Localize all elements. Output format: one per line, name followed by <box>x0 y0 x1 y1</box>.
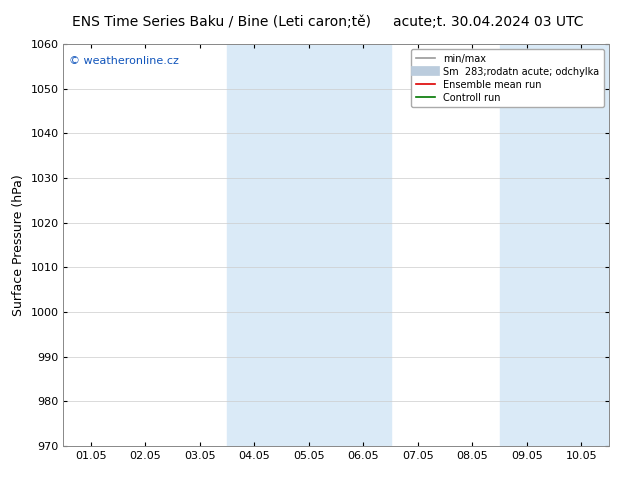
Text: ENS Time Series Baku / Bine (Leti caron;tě): ENS Time Series Baku / Bine (Leti caron;… <box>72 15 372 29</box>
Legend: min/max, Sm  283;rodatn acute; odchylka, Ensemble mean run, Controll run: min/max, Sm 283;rodatn acute; odchylka, … <box>411 49 604 107</box>
Y-axis label: Surface Pressure (hPa): Surface Pressure (hPa) <box>12 174 25 316</box>
Text: © weatheronline.cz: © weatheronline.cz <box>69 56 179 66</box>
Bar <box>227 44 391 446</box>
Text: acute;t. 30.04.2024 03 UTC: acute;t. 30.04.2024 03 UTC <box>393 15 583 29</box>
Bar <box>500 44 609 446</box>
